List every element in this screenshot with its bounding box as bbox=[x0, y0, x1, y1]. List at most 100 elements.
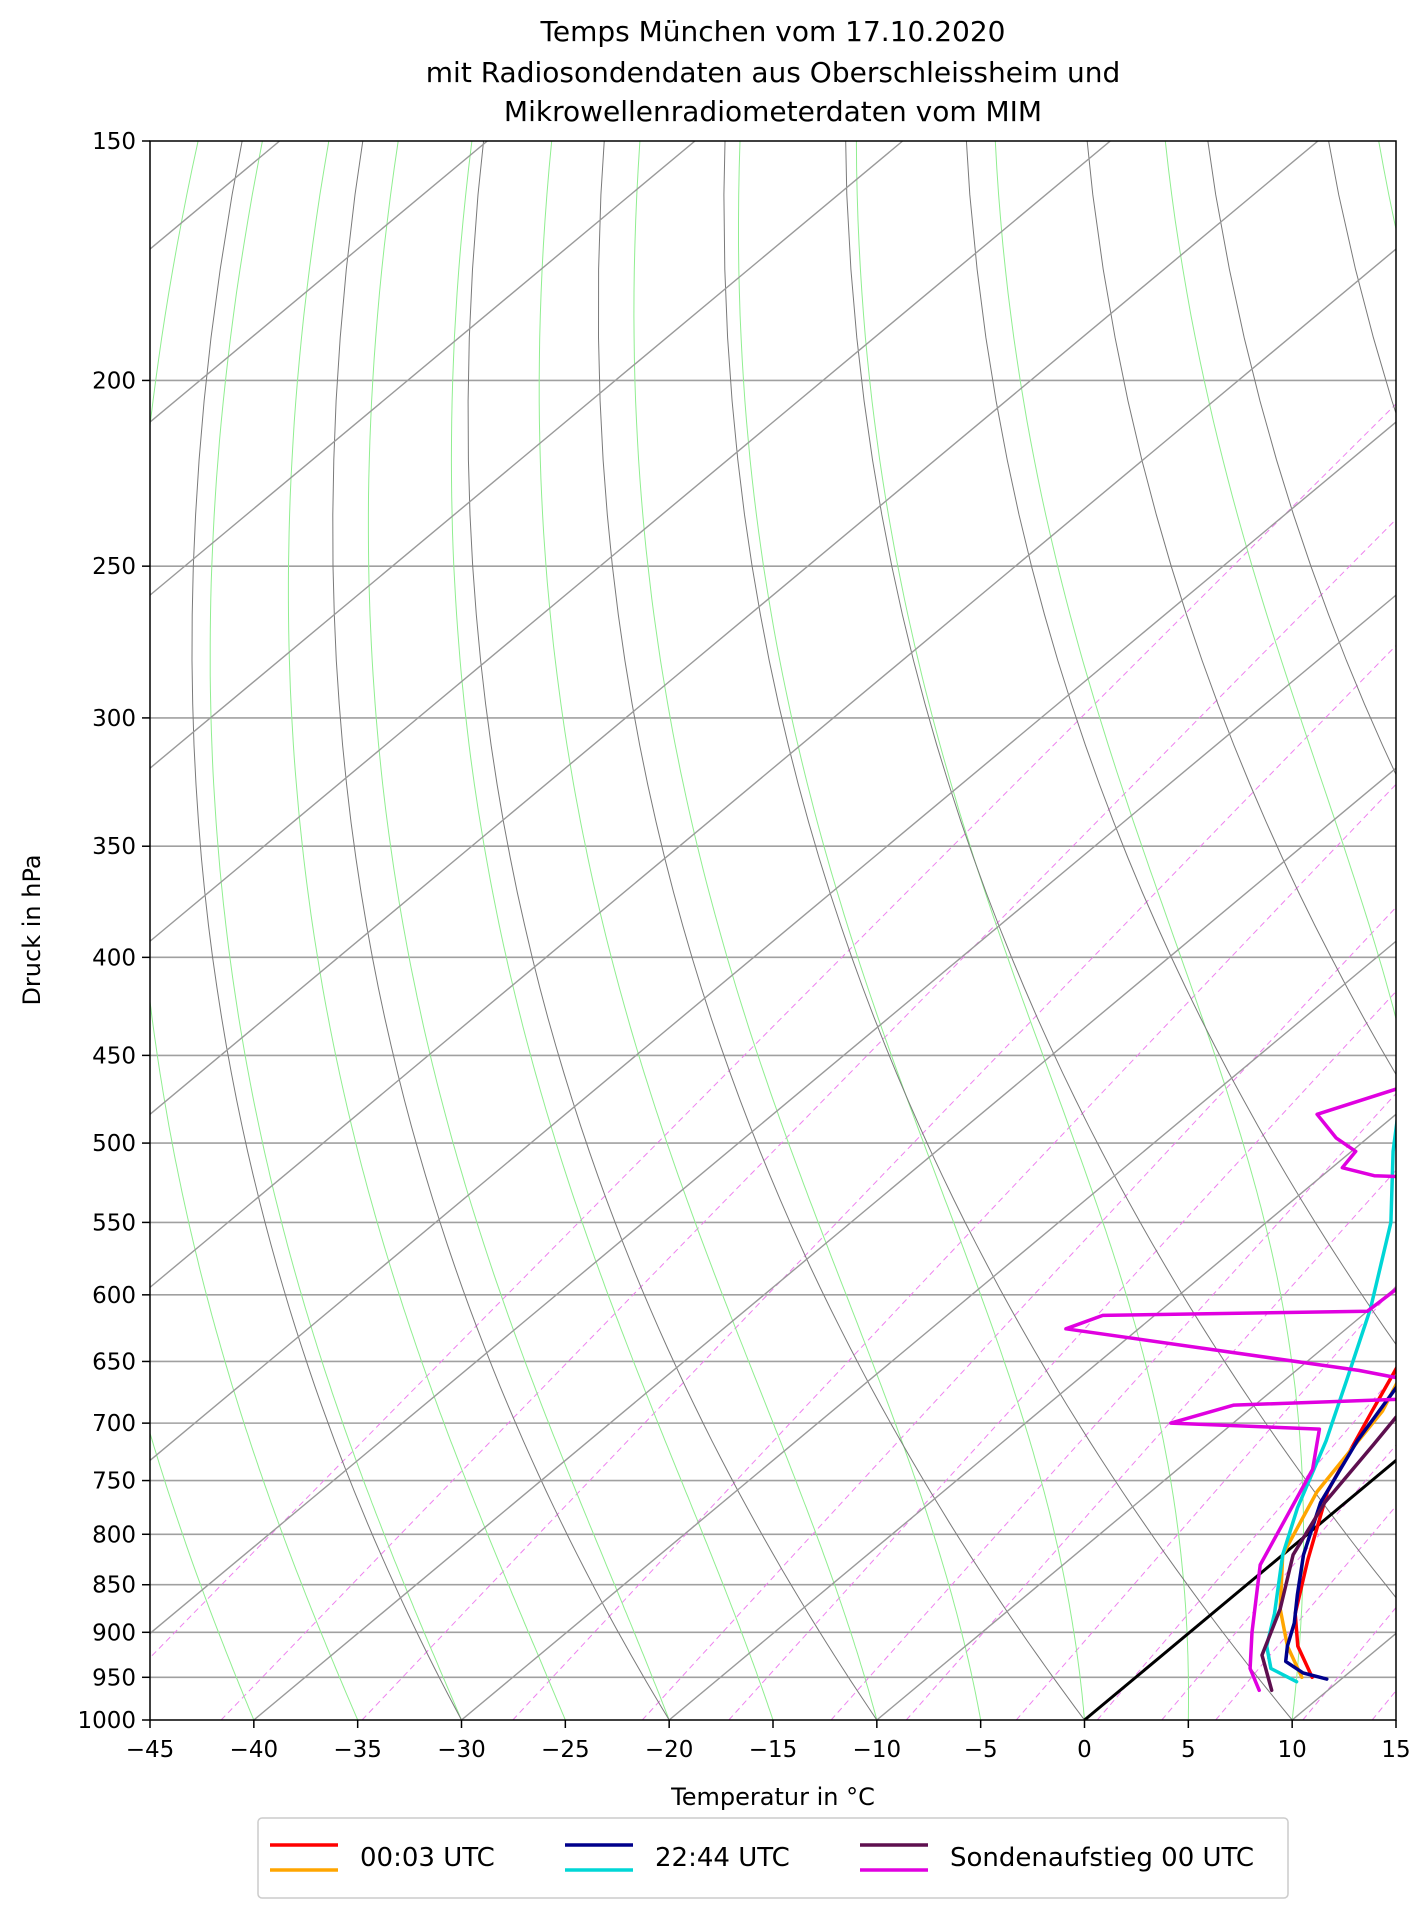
isotherm bbox=[668, 1113, 1396, 1720]
x-tick-label: −5 bbox=[964, 1737, 998, 1763]
isotherm bbox=[150, 141, 696, 597]
dry-adiabats bbox=[191, 141, 1396, 1720]
plot-frame bbox=[149, 140, 1397, 1721]
mixing-ratio-line bbox=[728, 990, 1396, 1720]
x-tick-label: −40 bbox=[230, 1737, 279, 1763]
y-tick-label: 150 bbox=[92, 129, 136, 155]
series-00-03-utc-temperature bbox=[1293, 1365, 1396, 1680]
x-tick-label: 10 bbox=[1278, 1737, 1307, 1763]
x-tick-label: −45 bbox=[126, 1737, 175, 1763]
y-tick-label: 800 bbox=[92, 1522, 136, 1548]
mixing-ratio-line bbox=[1302, 1606, 1396, 1720]
y-tick-label: 600 bbox=[92, 1283, 136, 1309]
legend-label-2244: 22:44 UTC bbox=[655, 1843, 790, 1873]
mixing-ratio-line bbox=[641, 906, 1396, 1720]
mixing-ratio-line bbox=[512, 783, 1396, 1720]
x-tick-label: 0 bbox=[1077, 1737, 1092, 1763]
y-axis-label: Druck in hPa bbox=[18, 854, 46, 1005]
x-tick-label: −25 bbox=[541, 1737, 590, 1763]
dry-adiabat bbox=[191, 141, 462, 1720]
mixing-ratio-line bbox=[830, 1092, 1396, 1720]
y-tick-label: 500 bbox=[92, 1131, 136, 1157]
y-axis-ticks: 1000 950 900 850 800 750 700 650 600 550 500 450 400… bbox=[77, 129, 150, 1734]
y-tick-label: 450 bbox=[92, 1043, 136, 1069]
isotherm bbox=[876, 1286, 1396, 1720]
y-tick-label: 250 bbox=[92, 554, 136, 580]
mixing-ratio-line bbox=[1015, 1285, 1396, 1720]
dry-adiabat bbox=[1086, 141, 1396, 1076]
y-tick-label: 650 bbox=[92, 1349, 136, 1375]
mixing-ratio-line bbox=[361, 644, 1396, 1720]
moist-adiabat bbox=[450, 141, 774, 1720]
moist-adiabat bbox=[209, 141, 462, 1720]
isotherm bbox=[1291, 1632, 1396, 1720]
y-tick-label: 900 bbox=[92, 1620, 136, 1646]
dry-adiabat bbox=[332, 141, 670, 1720]
dry-adiabat bbox=[1207, 141, 1396, 776]
moist-adiabat bbox=[738, 141, 1085, 1720]
x-axis-ticks: −45 −40 −35 −30 −25 −20 −15 −10 −5 0 5 10 15 bbox=[126, 1720, 1411, 1763]
x-axis-label: Temperatur in °C bbox=[670, 1783, 875, 1811]
isotherm bbox=[150, 594, 1396, 1635]
x-tick-label: 5 bbox=[1181, 1737, 1196, 1763]
y-tick-label: 950 bbox=[92, 1665, 136, 1691]
y-tick-label: 750 bbox=[92, 1469, 136, 1495]
mixing-ratio-line bbox=[1371, 1689, 1396, 1720]
moist-adiabat bbox=[994, 141, 1305, 1720]
moist-adiabat bbox=[1164, 141, 1396, 1720]
x-tick-label: −20 bbox=[645, 1737, 694, 1763]
y-tick-label: 400 bbox=[92, 945, 136, 971]
legend-box bbox=[257, 1817, 1289, 1899]
x-tick-label: 15 bbox=[1381, 1737, 1410, 1763]
x-tick-label: −15 bbox=[749, 1737, 798, 1763]
x-tick-label: −30 bbox=[437, 1737, 486, 1763]
mixing-ratio-line bbox=[220, 518, 1396, 1720]
pressure-gridlines bbox=[150, 379, 1396, 1679]
dry-adiabat bbox=[597, 141, 1085, 1720]
moist-adiabat bbox=[367, 141, 670, 1720]
chart-title-line-2: mit Radiosondendaten aus Oberschleisshei… bbox=[426, 56, 1120, 89]
dry-adiabat bbox=[965, 141, 1396, 1346]
isotherm bbox=[150, 248, 1396, 1289]
moist-adiabat bbox=[633, 141, 982, 1720]
series-22-44-utc-dewpoint bbox=[1264, 1115, 1396, 1684]
dry-adiabat bbox=[723, 141, 1293, 1720]
y-tick-label: 550 bbox=[92, 1210, 136, 1236]
plot-area bbox=[150, 141, 1396, 1720]
dry-adiabat bbox=[467, 141, 878, 1720]
series-sondenaufstieg-00-utc-dewpoint bbox=[1064, 1087, 1396, 1693]
moist-adiabat bbox=[538, 141, 878, 1720]
y-tick-label: 850 bbox=[92, 1573, 136, 1599]
moist-adiabats bbox=[150, 141, 1396, 1720]
moist-adiabat bbox=[150, 141, 359, 1720]
isotherm bbox=[461, 940, 1396, 1720]
y-tick-label: 200 bbox=[92, 368, 136, 394]
isotherm bbox=[253, 767, 1396, 1720]
mixing-ratio-line bbox=[905, 1169, 1396, 1720]
moist-adiabat bbox=[287, 141, 566, 1720]
legend-label-0003: 00:03 UTC bbox=[360, 1843, 495, 1873]
isotherm bbox=[150, 141, 904, 770]
dry-adiabat bbox=[845, 141, 1396, 1599]
isotherms bbox=[150, 141, 1396, 1720]
moist-adiabat bbox=[150, 1431, 255, 1720]
legend-label-sonde: Sondenaufstieg 00 UTC bbox=[950, 1843, 1254, 1873]
y-tick-label: 350 bbox=[92, 834, 136, 860]
isotherm bbox=[150, 141, 1111, 943]
chart-title-line-1: Temps München vom 17.10.2020 bbox=[540, 15, 1006, 48]
series-00-03-utc-dewpoint bbox=[1278, 1380, 1396, 1680]
series-22-44-utc-temperature bbox=[1283, 1385, 1396, 1681]
chart-title-line-3: Mikrowellenradiometerdaten vom MIM bbox=[504, 95, 1042, 128]
mixing-ratio-lines bbox=[150, 403, 1396, 1720]
y-tick-label: 700 bbox=[92, 1411, 136, 1437]
x-tick-label: −35 bbox=[333, 1737, 382, 1763]
isotherm bbox=[150, 141, 1319, 1116]
y-tick-label: 300 bbox=[92, 706, 136, 732]
moist-adiabat bbox=[1378, 141, 1396, 232]
data-series bbox=[1064, 1087, 1396, 1693]
moist-adiabat bbox=[855, 141, 1189, 1720]
x-tick-label: −10 bbox=[853, 1737, 902, 1763]
legend: 00:03 UTC 22:44 UTC Sondenaufstieg 00 UT… bbox=[257, 1817, 1289, 1899]
isotherm bbox=[150, 421, 1396, 1462]
